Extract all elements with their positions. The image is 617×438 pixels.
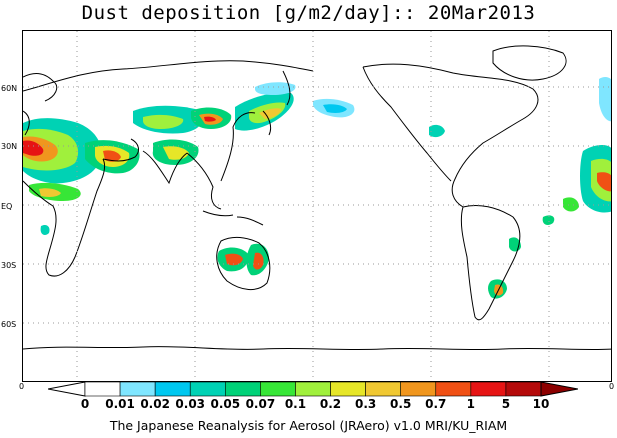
footer-credit: The Japanese Reanalysis for Aerosol (JRA… [109, 418, 508, 433]
colorbar-box [260, 381, 296, 397]
colorbar-box [505, 381, 542, 397]
colorbar-label: 0.3 [354, 397, 377, 411]
lat-label-60n: 60N [1, 84, 18, 93]
lat-label-30s: 30S [1, 261, 17, 270]
colorbar-label: 0.2 [319, 397, 342, 411]
colorbar-box [295, 381, 331, 397]
colorbar-label: 10 [532, 397, 550, 411]
lat-label-30n: 30N [1, 142, 18, 151]
map-canvas [23, 31, 611, 381]
colorbar-box [400, 381, 437, 397]
lat-label-eq: EQ [1, 202, 13, 211]
graticule [23, 31, 611, 381]
colorbar-label: 0.02 [140, 397, 170, 411]
axis-end-left: 0 [19, 382, 25, 391]
colorbar-labels: 0 0.01 0.02 0.03 0.05 0.07 0.1 0.2 0.3 0.5 0.7 1 5 10 [0, 397, 617, 413]
colorbar-label: 0 [80, 397, 90, 411]
dust-deposition-field [23, 77, 611, 299]
colorbar-boxes [48, 381, 578, 397]
colorbar-label: 0.05 [210, 397, 241, 411]
colorbar-box [119, 381, 156, 397]
map-frame [22, 30, 612, 382]
colorbar-box [330, 381, 366, 397]
colorbar-box [365, 381, 401, 397]
colorbar-box [154, 381, 191, 397]
colorbar-triangle-low [48, 381, 86, 397]
colorbar-label: 5 [501, 397, 511, 411]
colorbar-label: 0.07 [245, 397, 276, 411]
map-title: Dust deposition [g/m2/day]:: 20Mar2013 [81, 2, 536, 24]
colorbar-label: 0.01 [105, 397, 135, 411]
colorbar-box [470, 381, 507, 397]
axis-end-right: 0 [609, 382, 615, 391]
colorbar-triangle-high [540, 381, 578, 397]
colorbar-box [435, 381, 472, 397]
colorbar-label: 0.1 [284, 397, 307, 411]
colorbar [48, 381, 578, 397]
colorbar-label: 0.5 [390, 397, 412, 411]
colorbar-box [225, 381, 261, 397]
colorbar-label: 0.7 [425, 397, 447, 411]
colorbar-box [84, 381, 121, 397]
coastlines [23, 45, 611, 351]
colorbar-label: 0.03 [175, 397, 206, 411]
lat-label-60s: 60S [1, 320, 17, 329]
colorbar-box [189, 381, 226, 397]
colorbar-label: 1 [466, 397, 476, 411]
